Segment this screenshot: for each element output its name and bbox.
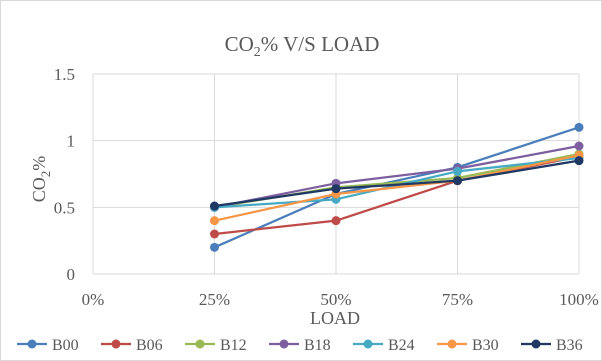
data-point (331, 216, 341, 226)
x-tick-label: 75% (442, 290, 473, 309)
chart-title: CO2% V/S LOAD (225, 32, 380, 60)
x-tick-label: 50% (320, 290, 351, 309)
data-point (574, 141, 584, 151)
series-line (214, 126, 580, 249)
chart-title-subscript: 2 (254, 45, 261, 60)
legend-swatch-marker (195, 339, 205, 349)
data-point (453, 176, 462, 186)
y-axis-title-subscript: 2 (38, 171, 53, 178)
legend: B00 B06 B12 B18 B24 B30 B36 (17, 337, 583, 354)
series-layer (210, 122, 584, 252)
x-tick-labels: 0% 25% 50% 75% 100% (82, 290, 599, 309)
series-line (214, 144, 580, 209)
legend-swatch-marker (363, 339, 373, 349)
data-point (210, 216, 219, 226)
y-tick-label: 0.5 (54, 198, 75, 217)
data-point (210, 229, 219, 239)
data-point (210, 201, 219, 211)
legend-item-b00: B00 (17, 337, 79, 354)
y-axis-title-rest: % (29, 156, 49, 171)
legend-label: B36 (556, 337, 583, 354)
y-tick-label: 0 (67, 265, 76, 284)
legend-swatch-marker (279, 339, 289, 349)
legend-label: B18 (304, 337, 331, 354)
x-tick-label: 0% (82, 290, 105, 309)
legend-swatch-marker (447, 339, 457, 349)
legend-item-b36: B36 (521, 337, 583, 354)
legend-label: B24 (388, 337, 415, 354)
data-point (210, 242, 219, 252)
legend-item-b30: B30 (437, 337, 499, 354)
series-line (214, 159, 580, 208)
series-b36 (210, 156, 584, 211)
data-point (331, 184, 341, 194)
legend-label: B12 (220, 337, 247, 354)
series-line (214, 154, 580, 222)
data-point (453, 166, 462, 176)
x-axis-title: LOAD (310, 308, 360, 328)
y-axis-title-main: CO (29, 177, 49, 202)
chart-title-rest: % V/S LOAD (261, 32, 380, 56)
legend-swatch-marker (111, 339, 121, 349)
x-tick-label: 25% (199, 290, 230, 309)
data-point (574, 122, 584, 132)
gridlines (92, 73, 580, 275)
y-tick-labels: 0 0.5 1 1.5 (54, 65, 75, 284)
x-tick-label: 100% (559, 290, 599, 309)
y-axis-title: CO2% (29, 156, 53, 203)
legend-label: B30 (472, 337, 499, 354)
series-b30 (210, 150, 584, 226)
chart-title-main: CO (225, 32, 254, 56)
data-point (574, 156, 584, 166)
legend-item-b18: B18 (269, 337, 331, 354)
y-tick-label: 1 (67, 132, 76, 151)
y-tick-label: 1.5 (54, 65, 75, 84)
legend-label: B06 (136, 337, 163, 354)
legend-item-b24: B24 (353, 337, 415, 354)
legend-item-b06: B06 (101, 337, 163, 354)
legend-label: B00 (52, 337, 79, 354)
legend-swatch-marker (27, 339, 37, 349)
legend-item-b12: B12 (185, 337, 247, 354)
legend-swatch-marker (531, 339, 541, 349)
